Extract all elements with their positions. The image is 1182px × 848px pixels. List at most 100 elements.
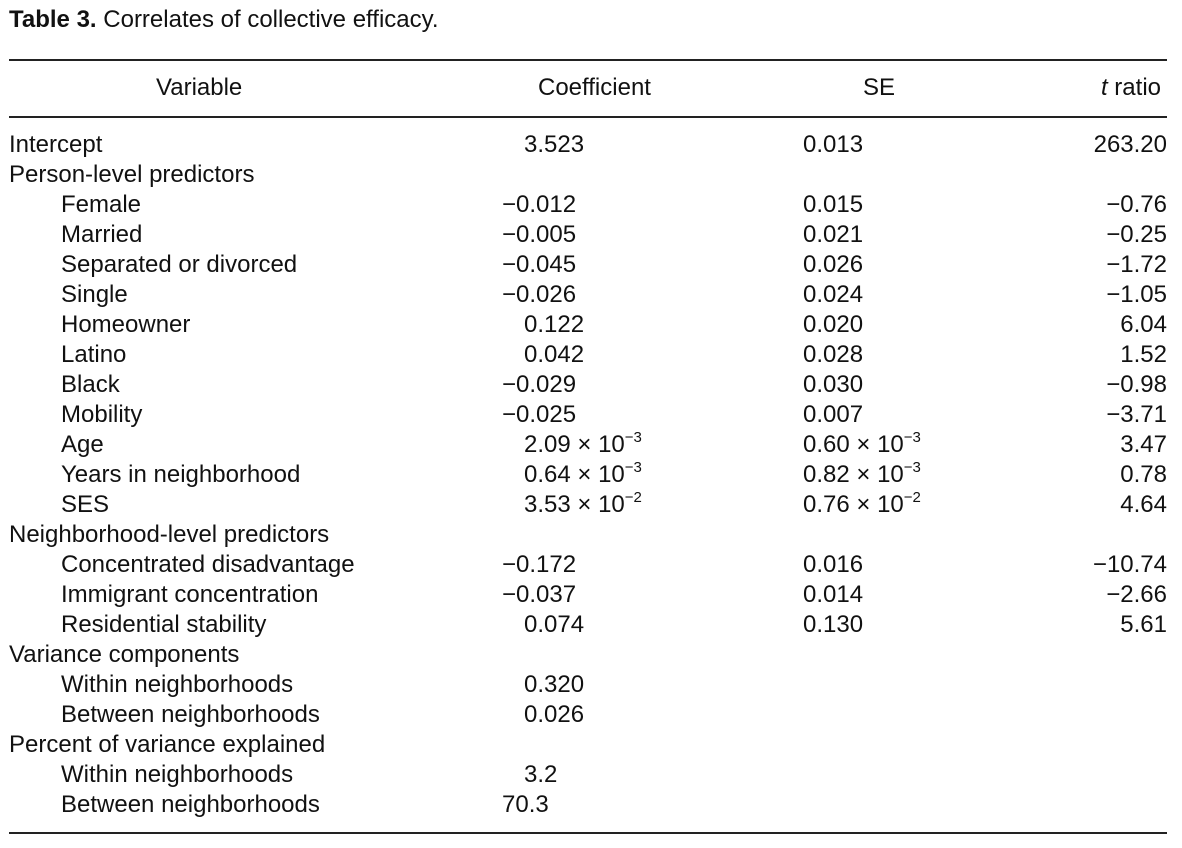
cell-t-ratio-value: −1.72 (1106, 251, 1167, 278)
cell-variable: Separated or divorced (61, 251, 298, 278)
cell-coefficient-value: 3.523 (524, 131, 585, 158)
cell-t-ratio: 4.64 (1120, 490, 1167, 520)
table-row: Concentrated disadvantage −0.172 0.016 −10.… (0, 550, 1182, 580)
cell-coefficient-exponent: −3 (624, 429, 642, 446)
cell-variable: Within neighborhoods (61, 761, 294, 788)
cell-variable: Neighborhood-level predictors (9, 521, 330, 548)
table-row: Within neighborhoods 0.320 (0, 670, 1182, 700)
cell-se: 0.130 (803, 610, 863, 640)
cell-variable: Married (61, 221, 143, 248)
table-row: Between neighborhoods 0.026 (0, 700, 1182, 730)
table-row: Female −0.012 0.015 −0.76 (0, 190, 1182, 220)
cell-t-ratio: −0.25 (1106, 220, 1167, 250)
cell-se-value: 0.030 (803, 371, 864, 398)
cell-se-value: 0.024 (803, 281, 864, 308)
cell-se-value: 0.130 (803, 611, 864, 638)
cell-coefficient-value: 0.320 (524, 671, 585, 698)
table-caption-text: Correlates of collective efficacy. (96, 6, 439, 33)
cell-t-ratio: −1.05 (1106, 280, 1167, 310)
table-caption-label: Table 3. (9, 6, 97, 33)
cell-coefficient-value: −0.005 (502, 221, 577, 248)
table-row: Residential stability 0.074 0.130 5.61 (0, 610, 1182, 640)
bottom-rule (9, 832, 1167, 834)
cell-coefficient-value: 0.042 (524, 341, 585, 368)
table-row: Latino 0.042 0.028 1.52 (0, 340, 1182, 370)
table-row: Separated or divorced −0.045 0.026 −1.72 (0, 250, 1182, 280)
cell-coefficient: −0.037 (502, 580, 576, 610)
table-row: Intercept 3.523 0.013 263.20 (0, 130, 1182, 160)
cell-coefficient-value: 2.09 × 10 (524, 431, 625, 458)
cell-t-ratio-value: −0.98 (1106, 371, 1167, 398)
table-row: Person-level predictors (0, 160, 1182, 190)
cell-coefficient-value: 0.074 (524, 611, 585, 638)
cell-coefficient-value: −0.026 (502, 281, 577, 308)
cell-se-value: 0.82 × 10 (803, 461, 904, 488)
cell-coefficient-value: 0.026 (524, 701, 585, 728)
cell-se: 0.013 (803, 130, 863, 160)
cell-coefficient-value: 0.64 × 10 (524, 461, 625, 488)
cell-variable: Between neighborhoods (61, 791, 320, 818)
header-t-italic: t (1100, 74, 1108, 101)
cell-coefficient-value: −0.029 (502, 371, 577, 398)
cell-coefficient: 70.3 (502, 790, 549, 820)
cell-se-value: 0.020 (803, 311, 864, 338)
cell-se-value: 0.60 × 10 (803, 431, 904, 458)
table-row: Neighborhood-level predictors (0, 520, 1182, 550)
top-rule (9, 59, 1167, 61)
table-row: Age 2.09 × 10−3 0.60 × 10−3 3.47 (0, 429, 1182, 460)
cell-coefficient-value: −0.037 (502, 581, 577, 608)
cell-variable: Immigrant concentration (61, 581, 319, 608)
cell-coefficient-value: 70.3 (502, 791, 549, 818)
cell-t-ratio-value: 0.78 (1120, 461, 1167, 488)
header-rule (9, 116, 1167, 118)
cell-se: 0.030 (803, 370, 863, 400)
cell-coefficient: −0.012 (502, 190, 576, 220)
cell-variable: Residential stability (61, 611, 267, 638)
cell-se: 0.021 (803, 220, 863, 250)
cell-se-value: 0.026 (803, 251, 864, 278)
cell-se: 0.016 (803, 550, 863, 580)
cell-t-ratio-value: −1.05 (1106, 281, 1167, 308)
cell-variable: Latino (61, 341, 127, 368)
cell-variable: SES (61, 491, 110, 518)
cell-t-ratio: 3.47 (1120, 430, 1167, 460)
cell-variable: Single (61, 281, 128, 308)
cell-variable: Mobility (61, 401, 143, 428)
cell-coefficient-exponent: −3 (624, 459, 642, 476)
cell-t-ratio: 5.61 (1120, 610, 1167, 640)
cell-se-exponent: −3 (903, 459, 921, 476)
cell-coefficient: 0.64 × 10−3 (502, 459, 642, 493)
cell-t-ratio: 0.78 (1120, 460, 1167, 490)
cell-t-ratio: −3.71 (1106, 400, 1167, 430)
cell-coefficient: 0.026 (502, 700, 584, 730)
cell-coefficient: 3.523 (502, 130, 584, 160)
table-row: Variance components (0, 640, 1182, 670)
cell-coefficient: −0.045 (502, 250, 576, 280)
cell-coefficient-exponent: −2 (624, 489, 642, 506)
cell-coefficient: 0.042 (502, 340, 584, 370)
cell-variable: Black (61, 371, 120, 398)
cell-variable: Person-level predictors (9, 161, 255, 188)
cell-se: 0.014 (803, 580, 863, 610)
cell-coefficient: 0.320 (502, 670, 584, 700)
cell-t-ratio-value: −0.76 (1106, 191, 1167, 218)
cell-se-value: 0.007 (803, 401, 864, 428)
cell-variable: Age (61, 431, 104, 458)
cell-t-ratio: −0.76 (1106, 190, 1167, 220)
cell-coefficient: −0.025 (502, 400, 576, 430)
header-coefficient: Coefficient (538, 74, 651, 101)
cell-t-ratio-value: −0.25 (1106, 221, 1167, 248)
table-row: SES 3.53 × 10−2 0.76 × 10−2 4.64 (0, 489, 1182, 520)
cell-t-ratio: −10.74 (1093, 550, 1167, 580)
cell-se-value: 0.013 (803, 131, 864, 158)
cell-t-ratio-value: 4.64 (1120, 491, 1167, 518)
cell-variable: Female (61, 191, 142, 218)
header-t-ratio: t ratio (1101, 72, 1161, 104)
cell-variable: Years in neighborhood (61, 461, 301, 488)
cell-coefficient-value: −0.025 (502, 401, 577, 428)
cell-se-value: 0.76 × 10 (803, 491, 904, 518)
cell-coefficient-value: −0.012 (502, 191, 577, 218)
table-row: Black −0.029 0.030 −0.98 (0, 370, 1182, 400)
cell-se-exponent: −2 (903, 489, 921, 506)
header-variable: Variable (156, 74, 243, 101)
